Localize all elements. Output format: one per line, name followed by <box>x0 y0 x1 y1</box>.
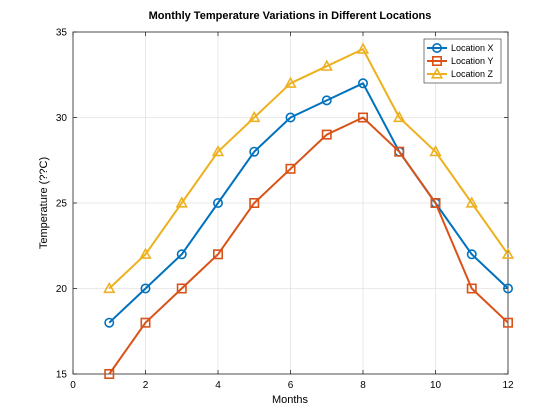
x-tick-label: 0 <box>70 380 76 391</box>
data-point-location-z <box>139 247 152 259</box>
series-location-z <box>103 42 515 294</box>
data-point-location-y <box>321 129 332 140</box>
data-point-location-y <box>357 112 368 123</box>
data-point-location-z <box>248 110 261 123</box>
data-point-location-x <box>321 95 332 106</box>
data-point-location-z <box>284 76 297 88</box>
data-point-location-y <box>430 198 441 209</box>
x-tick-label: 12 <box>502 380 514 391</box>
legend-label-location-y: Location Y <box>451 56 493 66</box>
axis-ticks: 0 2 4 6 8 10 12 15 20 25 30 35 <box>56 28 514 392</box>
data-point-location-z <box>429 145 442 157</box>
series-line-location-x <box>108 82 509 324</box>
data-point-location-z <box>356 42 370 54</box>
legend-label-location-x: Location X <box>451 43 494 53</box>
data-point-location-x <box>104 317 115 328</box>
legend-label-location-z: Location Z <box>451 69 494 79</box>
y-tick-label: 30 <box>56 113 68 124</box>
data-point-location-x <box>213 198 224 209</box>
data-point-location-y <box>285 163 296 174</box>
legend-marker-location-z <box>430 67 444 79</box>
x-tick-label: 6 <box>288 380 294 391</box>
data-series <box>103 42 515 379</box>
y-tick-label: 25 <box>56 199 68 210</box>
data-point-location-x <box>176 249 187 260</box>
data-point-location-x <box>357 78 368 89</box>
legend-marker-location-x <box>431 42 442 53</box>
data-point-location-z <box>211 145 225 157</box>
y-tick-label: 35 <box>56 28 68 39</box>
data-point-location-y <box>104 368 115 379</box>
x-tick-label: 4 <box>215 380 221 391</box>
chart-title: Monthly Temperature Variations in Differ… <box>149 10 432 22</box>
data-point-location-y <box>394 146 405 157</box>
data-point-location-z <box>103 281 116 294</box>
data-point-location-x <box>249 146 260 157</box>
y-tick-label: 15 <box>56 370 68 381</box>
legend-entry-location-z: Location Z <box>427 67 494 79</box>
legend-marker-location-y <box>431 55 442 66</box>
data-point-location-y <box>140 317 151 328</box>
series-location-y <box>104 112 513 379</box>
x-tick-label: 8 <box>360 380 366 391</box>
y-tick-label: 20 <box>56 284 68 295</box>
series-line-location-z <box>108 48 509 290</box>
data-point-location-y <box>466 283 477 294</box>
y-axis-label: Temperature (??C) <box>38 157 50 249</box>
x-axis-label: Months <box>272 394 309 406</box>
data-point-location-z <box>320 59 333 71</box>
data-point-location-x <box>140 283 151 294</box>
data-point-location-y <box>213 249 224 260</box>
data-point-location-z <box>465 196 478 208</box>
x-tick-label: 10 <box>430 380 442 391</box>
legend: Location X Location Y Location Z <box>423 38 502 84</box>
legend-entry-location-y: Location Y <box>427 55 493 66</box>
series-line-location-y <box>108 116 509 375</box>
data-point-location-y <box>502 317 513 328</box>
legend-entry-location-x: Location X <box>427 42 494 53</box>
data-point-location-x <box>466 249 477 260</box>
data-point-location-x <box>285 112 296 123</box>
data-point-location-x <box>502 283 513 294</box>
data-point-location-y <box>249 198 260 209</box>
data-point-location-z <box>393 110 406 123</box>
data-point-location-z <box>501 247 515 259</box>
data-point-location-y <box>176 283 187 294</box>
x-tick-label: 2 <box>143 380 149 391</box>
data-point-location-z <box>175 196 188 208</box>
